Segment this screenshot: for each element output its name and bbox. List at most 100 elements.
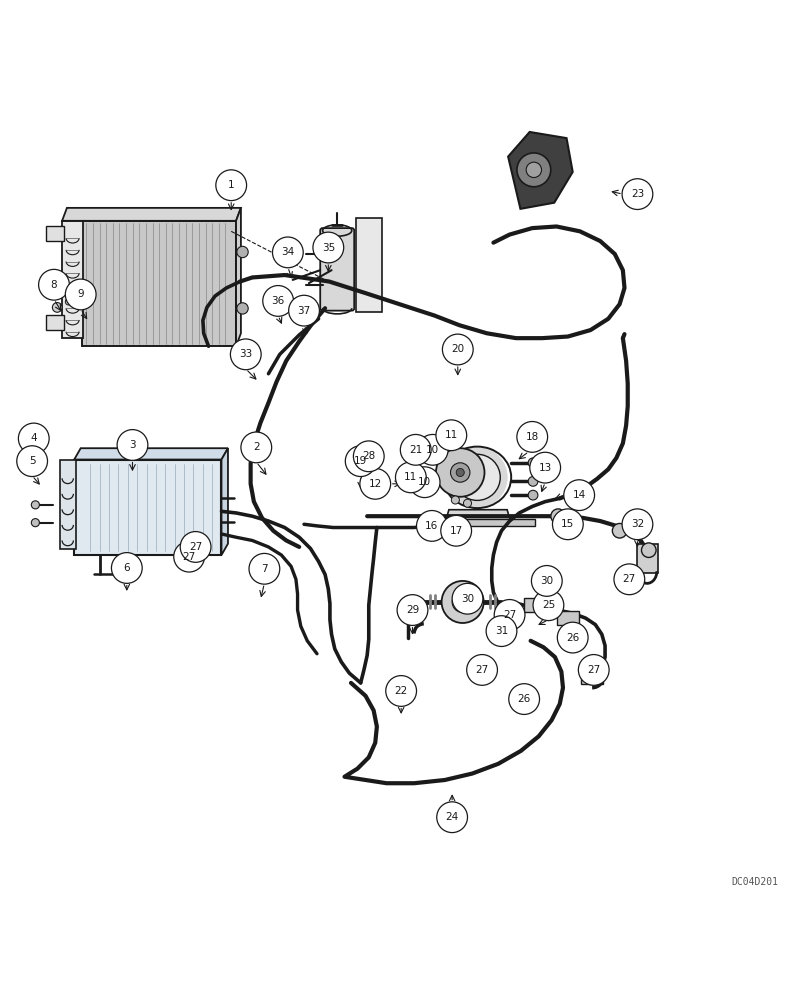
Circle shape — [32, 519, 40, 527]
FancyBboxPatch shape — [450, 519, 534, 526]
Circle shape — [359, 468, 390, 499]
Text: 19: 19 — [354, 456, 367, 466]
Text: 27: 27 — [475, 665, 488, 675]
Text: 27: 27 — [586, 665, 599, 675]
Text: 34: 34 — [281, 247, 294, 257]
Text: 8: 8 — [50, 280, 58, 290]
Circle shape — [65, 299, 71, 305]
Text: 2: 2 — [253, 442, 260, 452]
Circle shape — [288, 295, 319, 326]
Circle shape — [611, 523, 626, 538]
Text: 1: 1 — [228, 180, 234, 190]
Circle shape — [436, 802, 467, 833]
Text: 23: 23 — [630, 189, 643, 199]
Circle shape — [237, 246, 248, 258]
Circle shape — [353, 441, 384, 472]
Text: 36: 36 — [271, 296, 285, 306]
Circle shape — [249, 553, 280, 584]
Polygon shape — [74, 448, 228, 460]
Text: 3: 3 — [129, 440, 135, 450]
Circle shape — [530, 566, 561, 596]
Circle shape — [241, 432, 272, 463]
Text: 30: 30 — [461, 594, 474, 604]
Text: 27: 27 — [622, 574, 635, 584]
FancyBboxPatch shape — [320, 228, 354, 311]
Circle shape — [463, 499, 471, 507]
Circle shape — [52, 303, 62, 312]
Circle shape — [563, 480, 594, 511]
Circle shape — [517, 153, 550, 187]
Text: 17: 17 — [449, 526, 462, 536]
Text: 9: 9 — [77, 289, 84, 299]
Circle shape — [452, 591, 473, 612]
Circle shape — [508, 684, 539, 714]
Circle shape — [527, 490, 537, 500]
Circle shape — [527, 477, 537, 486]
Circle shape — [395, 462, 426, 493]
Text: 26: 26 — [565, 633, 578, 643]
Text: 16: 16 — [425, 521, 438, 531]
Circle shape — [577, 655, 608, 685]
Text: 27: 27 — [502, 610, 516, 620]
FancyBboxPatch shape — [62, 221, 83, 338]
Polygon shape — [445, 510, 510, 521]
Circle shape — [550, 509, 564, 523]
Text: 30: 30 — [539, 576, 552, 586]
Circle shape — [263, 286, 293, 316]
Circle shape — [272, 237, 303, 268]
Circle shape — [456, 468, 464, 477]
Circle shape — [345, 446, 375, 477]
Circle shape — [452, 583, 483, 614]
Text: 21: 21 — [409, 445, 422, 455]
Circle shape — [446, 447, 507, 508]
Circle shape — [494, 600, 524, 630]
FancyBboxPatch shape — [580, 669, 603, 684]
Polygon shape — [221, 448, 228, 555]
Circle shape — [613, 564, 644, 595]
Circle shape — [19, 423, 49, 454]
Circle shape — [436, 448, 484, 497]
Circle shape — [417, 434, 448, 465]
Circle shape — [551, 509, 582, 540]
FancyBboxPatch shape — [524, 598, 546, 612]
Text: 12: 12 — [368, 479, 381, 489]
Text: 28: 28 — [362, 451, 375, 461]
Circle shape — [237, 303, 248, 314]
FancyBboxPatch shape — [637, 544, 658, 573]
Text: 32: 32 — [630, 519, 643, 529]
Polygon shape — [236, 208, 241, 346]
Circle shape — [556, 622, 587, 653]
Polygon shape — [62, 208, 241, 221]
Circle shape — [397, 595, 427, 625]
Circle shape — [117, 430, 148, 460]
Circle shape — [312, 232, 343, 263]
Text: 10: 10 — [426, 445, 439, 455]
Circle shape — [180, 532, 211, 562]
FancyBboxPatch shape — [46, 226, 63, 241]
Circle shape — [436, 420, 466, 451]
Text: 6: 6 — [123, 563, 130, 573]
Circle shape — [385, 676, 416, 706]
Circle shape — [517, 422, 547, 452]
Circle shape — [32, 501, 40, 509]
Text: 27: 27 — [189, 542, 202, 552]
Text: 29: 29 — [406, 605, 418, 615]
Text: 4: 4 — [30, 433, 37, 443]
Text: 27: 27 — [182, 552, 195, 562]
Circle shape — [216, 170, 247, 201]
Text: 33: 33 — [239, 349, 252, 359]
Circle shape — [65, 279, 96, 310]
Text: 7: 7 — [261, 564, 268, 574]
Circle shape — [486, 616, 517, 646]
Text: 15: 15 — [560, 519, 573, 529]
Circle shape — [527, 458, 537, 468]
Circle shape — [441, 581, 483, 623]
Text: 31: 31 — [494, 626, 508, 636]
Circle shape — [529, 452, 560, 483]
FancyBboxPatch shape — [46, 315, 63, 330]
FancyBboxPatch shape — [59, 460, 75, 549]
Text: 11: 11 — [444, 430, 457, 440]
Text: 24: 24 — [445, 812, 458, 822]
FancyBboxPatch shape — [556, 611, 578, 625]
Circle shape — [453, 454, 500, 500]
